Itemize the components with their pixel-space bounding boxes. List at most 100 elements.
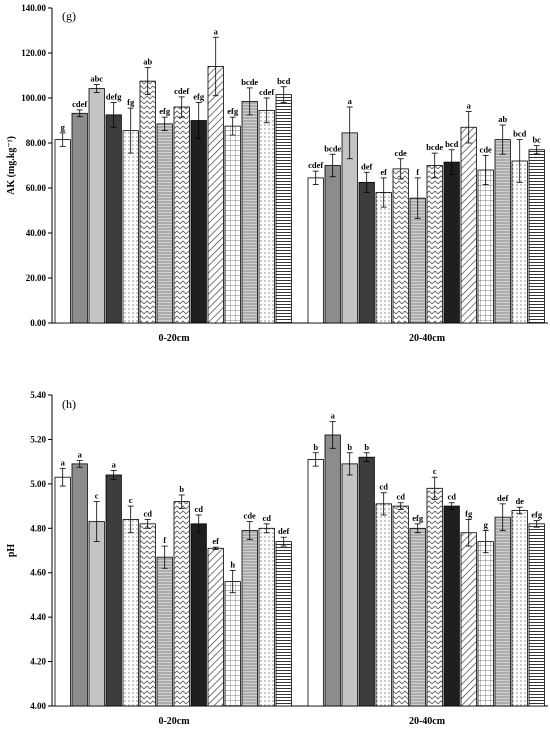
significance-label: efg bbox=[193, 92, 205, 102]
significance-label: cd bbox=[447, 492, 456, 502]
significance-label: f bbox=[416, 167, 419, 177]
bar bbox=[190, 120, 207, 324]
significance-label: a bbox=[78, 450, 83, 460]
bar bbox=[426, 487, 443, 707]
y-tick-label: 20.00 bbox=[26, 273, 47, 283]
bar bbox=[173, 106, 190, 324]
significance-label: cdef bbox=[259, 87, 274, 97]
significance-label: a bbox=[331, 411, 336, 421]
significance-label: de bbox=[515, 496, 524, 506]
bar bbox=[426, 165, 443, 324]
significance-label: bcde bbox=[426, 142, 443, 152]
bar bbox=[324, 165, 341, 324]
bar bbox=[307, 177, 324, 324]
significance-label: a bbox=[348, 96, 353, 106]
bar bbox=[392, 505, 409, 707]
bar bbox=[190, 523, 207, 707]
significance-label: bcd bbox=[513, 129, 527, 139]
significance-label: h bbox=[230, 559, 235, 569]
bar bbox=[275, 94, 292, 324]
y-tick-label: 100.00 bbox=[21, 93, 46, 103]
y-tick-label: 5.20 bbox=[30, 434, 46, 444]
y-tick-label: 140.00 bbox=[21, 3, 46, 13]
bar bbox=[358, 456, 375, 707]
y-tick-label: 0.00 bbox=[30, 318, 46, 328]
significance-label: ab bbox=[143, 57, 152, 67]
significance-label: cdef bbox=[72, 99, 87, 109]
significance-label: bcde bbox=[324, 143, 341, 153]
significance-label: a bbox=[214, 26, 219, 36]
significance-label: f bbox=[163, 535, 166, 545]
significance-label: ef bbox=[380, 167, 387, 177]
significance-label: cde bbox=[480, 144, 493, 154]
bar bbox=[341, 463, 358, 707]
panel-1: 4.00 4.20 4.40 4.60 4.80 5.00 5.20 5.40 pH (h) a a c… bbox=[6, 390, 548, 727]
bar bbox=[375, 192, 392, 324]
bar bbox=[307, 459, 324, 707]
bar bbox=[54, 139, 71, 324]
significance-label: c bbox=[95, 491, 99, 501]
bar bbox=[71, 463, 88, 707]
significance-label: bc bbox=[532, 135, 541, 145]
bar bbox=[122, 130, 139, 324]
significance-label: a bbox=[467, 101, 472, 111]
bar bbox=[139, 80, 156, 324]
bar bbox=[105, 114, 122, 324]
bar bbox=[511, 510, 528, 707]
significance-label: a bbox=[61, 457, 66, 467]
y-tick-label: 40.00 bbox=[26, 228, 47, 238]
y-tick-label: 5.00 bbox=[30, 479, 46, 489]
y-tick-label: 4.40 bbox=[30, 612, 46, 622]
bar bbox=[173, 501, 190, 707]
bar bbox=[258, 109, 275, 324]
significance-label: cde bbox=[395, 148, 408, 158]
significance-label: g bbox=[61, 122, 66, 132]
bar bbox=[54, 476, 71, 707]
significance-label: a bbox=[112, 460, 117, 470]
significance-label: c bbox=[129, 495, 133, 505]
significance-label: fg bbox=[127, 97, 135, 107]
significance-label: ef bbox=[212, 536, 219, 546]
bar bbox=[494, 139, 511, 324]
bar bbox=[392, 168, 409, 324]
significance-label: bcd bbox=[445, 139, 459, 149]
bar bbox=[156, 123, 173, 324]
panel-label: (g) bbox=[62, 9, 76, 23]
panel-label: (h) bbox=[62, 397, 76, 411]
bar bbox=[224, 581, 241, 707]
x-category-label: 0-20cm bbox=[158, 716, 190, 727]
bar bbox=[241, 530, 258, 707]
significance-label: efg bbox=[412, 513, 424, 523]
significance-label: cdef bbox=[308, 160, 323, 170]
bar bbox=[409, 527, 426, 707]
significance-label: cd bbox=[143, 508, 152, 518]
x-category-label: 0-20cm bbox=[158, 333, 190, 344]
significance-label: b bbox=[179, 484, 184, 494]
bar bbox=[88, 521, 105, 707]
bar bbox=[224, 125, 241, 324]
significance-label: cde bbox=[244, 511, 257, 521]
bar bbox=[275, 541, 292, 707]
significance-label: defg bbox=[106, 92, 122, 102]
significance-label: cd bbox=[396, 492, 405, 502]
significance-label: def bbox=[361, 161, 373, 171]
significance-label: efg bbox=[531, 510, 543, 520]
bar bbox=[258, 527, 275, 707]
bar bbox=[477, 541, 494, 707]
significance-label: bcde bbox=[241, 77, 258, 87]
significance-label: b bbox=[364, 442, 369, 452]
bar bbox=[71, 112, 88, 324]
significance-label: cd bbox=[262, 513, 271, 523]
y-tick-label: 80.00 bbox=[26, 138, 47, 148]
bar bbox=[156, 556, 173, 707]
significance-label: efg bbox=[227, 106, 239, 116]
bar bbox=[528, 149, 545, 324]
significance-label: cd bbox=[194, 504, 203, 514]
y-tick-label: 4.00 bbox=[30, 701, 46, 711]
significance-label: def bbox=[497, 493, 509, 503]
bar bbox=[207, 547, 224, 707]
significance-label: g bbox=[484, 520, 489, 530]
significance-label: c bbox=[433, 466, 437, 476]
significance-label: cd bbox=[379, 482, 388, 492]
